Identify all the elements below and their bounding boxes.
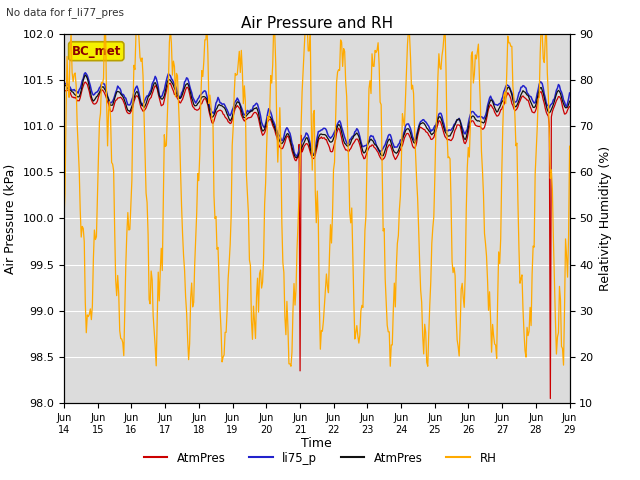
Text: No data for f_li77_pres: No data for f_li77_pres — [6, 7, 124, 18]
Y-axis label: Air Pressure (kPa): Air Pressure (kPa) — [4, 163, 17, 274]
X-axis label: Time: Time — [301, 437, 332, 450]
Text: BC_met: BC_met — [72, 45, 121, 58]
Legend: AtmPres, li75_p, AtmPres, RH: AtmPres, li75_p, AtmPres, RH — [139, 447, 501, 469]
Y-axis label: Relativity Humidity (%): Relativity Humidity (%) — [599, 146, 612, 291]
Title: Air Pressure and RH: Air Pressure and RH — [241, 16, 393, 31]
